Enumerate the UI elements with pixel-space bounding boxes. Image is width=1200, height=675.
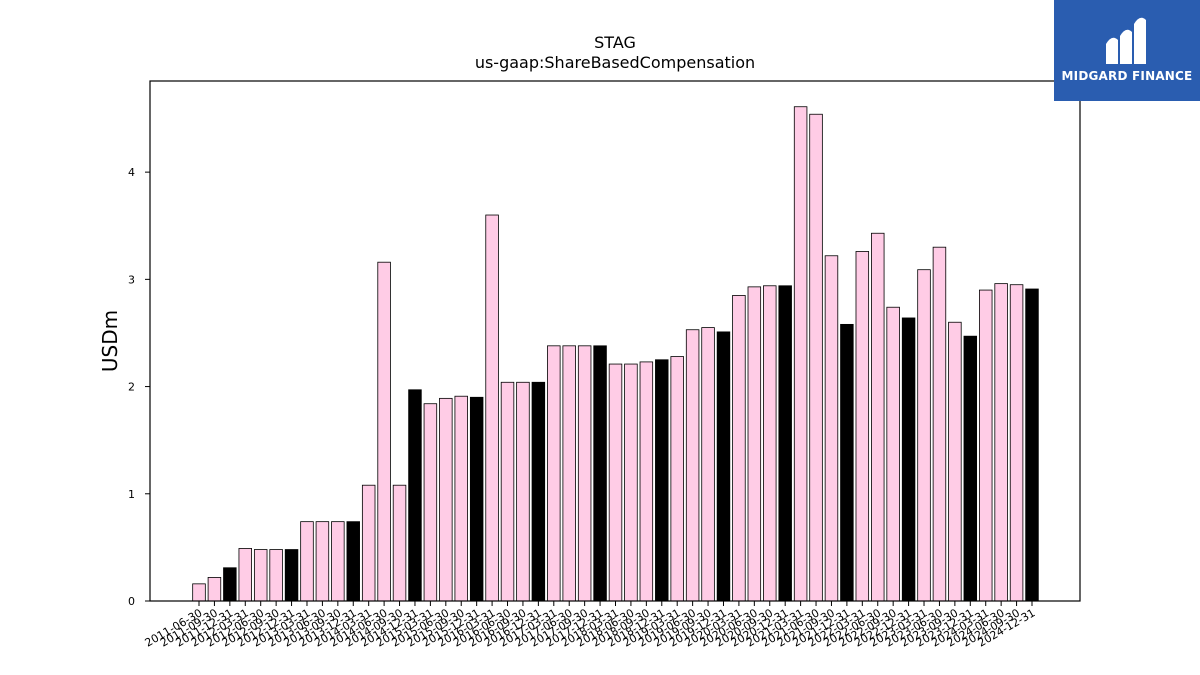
y-ticks-group: 0 1 2 3 4 [128, 166, 150, 608]
bar-2015-06-30 [439, 397, 453, 602]
bars-group [192, 106, 1039, 602]
bar-2012-03-31 [238, 548, 252, 602]
bar-2024-09-30 [1009, 284, 1024, 602]
y-tick-label: 0 [128, 595, 135, 608]
bar-2012-12-31 [284, 549, 299, 602]
y-tick-label: 1 [128, 488, 135, 501]
bar-2022-03-31 [855, 251, 870, 602]
y-tick-label: 2 [128, 381, 135, 394]
y-tick-label: 3 [128, 273, 135, 286]
bar-2011-12-31 [223, 567, 237, 602]
bar-2012-09-30 [269, 549, 283, 602]
bar-2017-03-31 [547, 345, 561, 602]
bar-2013-06-30 [315, 521, 330, 602]
bar-2020-12-31 [778, 285, 792, 602]
bar-2011-06-30 [192, 583, 206, 602]
bar-2024-06-30 [994, 283, 1008, 602]
bar-2020-03-31 [732, 295, 746, 602]
bar-2012-06-30 [253, 549, 268, 602]
bar-2021-03-31 [793, 106, 808, 602]
bar-2022-12-31 [901, 317, 916, 602]
bar-2023-09-30 [948, 321, 962, 602]
bar-2017-12-31 [593, 345, 607, 602]
bar-2022-06-30 [871, 232, 885, 602]
midgard-finance-logo: MIDGARD FINANCE [1054, 0, 1200, 101]
bar-2019-06-30 [685, 329, 700, 602]
bar-2016-03-31 [485, 214, 499, 602]
bar-2011-09-30 [207, 577, 222, 602]
bar-2014-03-31 [361, 484, 376, 602]
chart-subtitle: us-gaap:ShareBasedCompensation [475, 53, 755, 72]
bar-2015-03-31 [423, 403, 438, 602]
bar-2023-12-31 [963, 335, 978, 602]
bar-2018-09-30 [639, 361, 654, 602]
bar-2016-06-30 [500, 381, 515, 602]
logo-text: MIDGARD FINANCE [1061, 69, 1193, 83]
bar-2018-12-31 [655, 359, 669, 602]
bar-2021-12-31 [840, 323, 854, 602]
bar-2020-06-30 [747, 286, 762, 602]
bar-2024-03-31 [979, 289, 993, 602]
bar-2019-12-31 [716, 331, 731, 602]
bar-2014-09-30 [392, 484, 407, 602]
bar-2016-12-31 [531, 381, 546, 602]
bar-2013-09-30 [331, 521, 345, 602]
bar-2018-03-31 [608, 363, 623, 602]
bar-2023-06-30 [932, 246, 947, 602]
bar-2014-06-30 [377, 261, 391, 602]
bar-2021-09-30 [824, 255, 839, 602]
bar-2021-06-30 [809, 113, 823, 602]
y-axis-label: USDm [98, 310, 122, 372]
y-tick-label: 4 [128, 166, 135, 179]
chart-title: STAG [594, 33, 636, 52]
bar-2023-03-31 [917, 269, 931, 602]
bar-2020-09-30 [763, 285, 777, 602]
bar-2018-06-30 [624, 363, 638, 602]
bar-2017-06-30 [562, 345, 576, 602]
bar-2015-12-31 [469, 396, 484, 602]
midgard-logo-icon [1106, 17, 1146, 64]
bar-2019-09-30 [701, 327, 715, 602]
bar-2013-03-31 [300, 521, 314, 602]
x-ticks-group: 2011-06-302011-09-302011-12-312012-03-31… [143, 601, 1038, 650]
plot-frame [149, 80, 1081, 602]
bar-2017-09-30 [577, 345, 592, 602]
bar-2014-12-31 [408, 389, 422, 602]
bar-2016-09-30 [516, 381, 530, 602]
bar-2015-09-30 [454, 395, 468, 602]
bar-2022-09-30 [886, 306, 900, 602]
bar-2024-12-31 [1025, 288, 1039, 602]
bar-2013-12-31 [346, 521, 360, 602]
bar-2019-03-31 [670, 356, 684, 602]
